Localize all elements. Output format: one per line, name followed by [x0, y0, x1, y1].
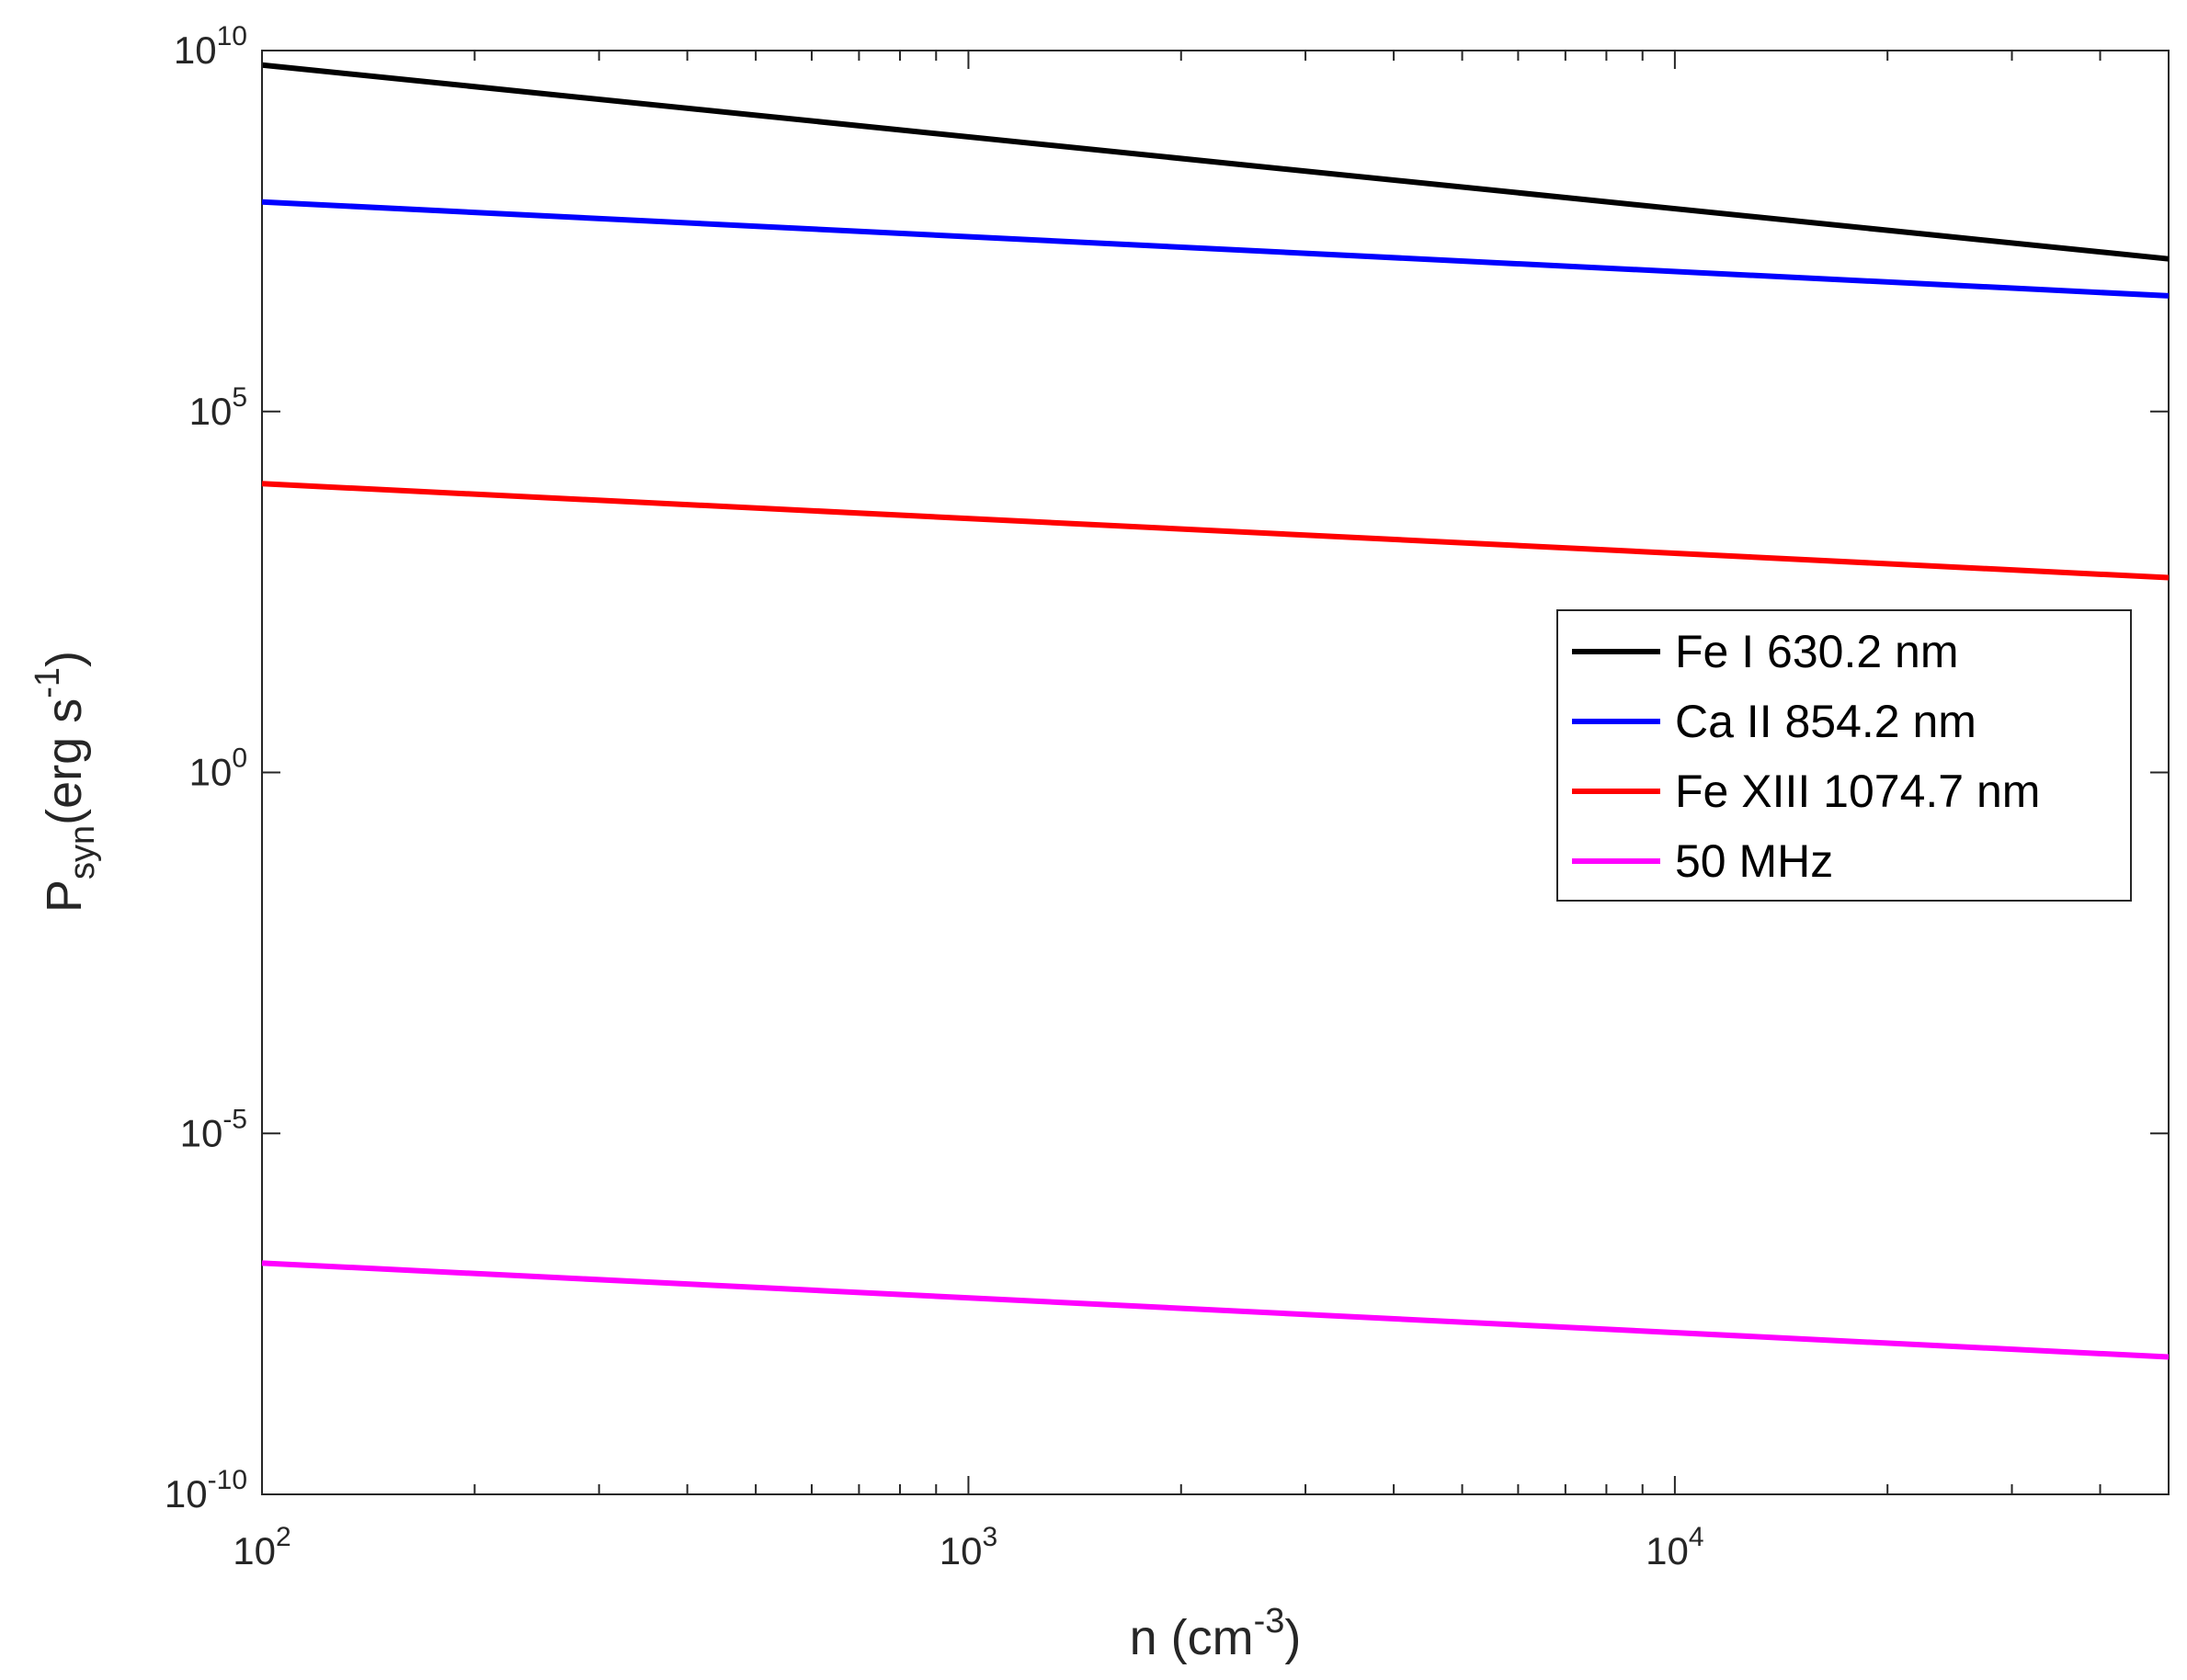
- legend-box: [1556, 609, 2132, 902]
- legend-entry-label: Fe XIII 1074.7 nm: [1675, 766, 2040, 817]
- y-axis-label: Psyn(erg s-1): [28, 651, 102, 913]
- series-line-4: [261, 1260, 2170, 1360]
- legend-entry-label: Ca II 854.2 nm: [1675, 696, 1976, 747]
- x-tick-label: 103: [940, 1522, 997, 1572]
- x-tick-label: 102: [233, 1522, 290, 1572]
- x-axis-label: n (cm-3): [1130, 1602, 1302, 1665]
- y-tick-label: 1010: [174, 21, 247, 72]
- legend-entry-label: 50 MHz: [1675, 835, 1833, 887]
- tick-layer: [261, 50, 2170, 1495]
- y-tick-label: 10-10: [165, 1465, 247, 1515]
- y-tick-label: 100: [189, 744, 247, 794]
- series-layer: [261, 62, 2170, 1360]
- series-line-2: [261, 199, 2170, 299]
- x-tick-label: 104: [1646, 1522, 1703, 1572]
- y-tick-label: 10-5: [180, 1104, 247, 1154]
- y-tick-label: 105: [189, 382, 247, 433]
- series-line-1: [261, 62, 2170, 262]
- legend-entry-label: Fe I 630.2 nm: [1675, 626, 1959, 677]
- series-line-3: [261, 481, 2170, 581]
- label-layer: 102 103 104 10-10 10-5 100 105 1010 n (cm-3) Psyn…: [28, 21, 1704, 1665]
- legend: Fe I 630.2 nm Ca II 854.2 nm Fe XIII 1074.…: [1556, 609, 2132, 902]
